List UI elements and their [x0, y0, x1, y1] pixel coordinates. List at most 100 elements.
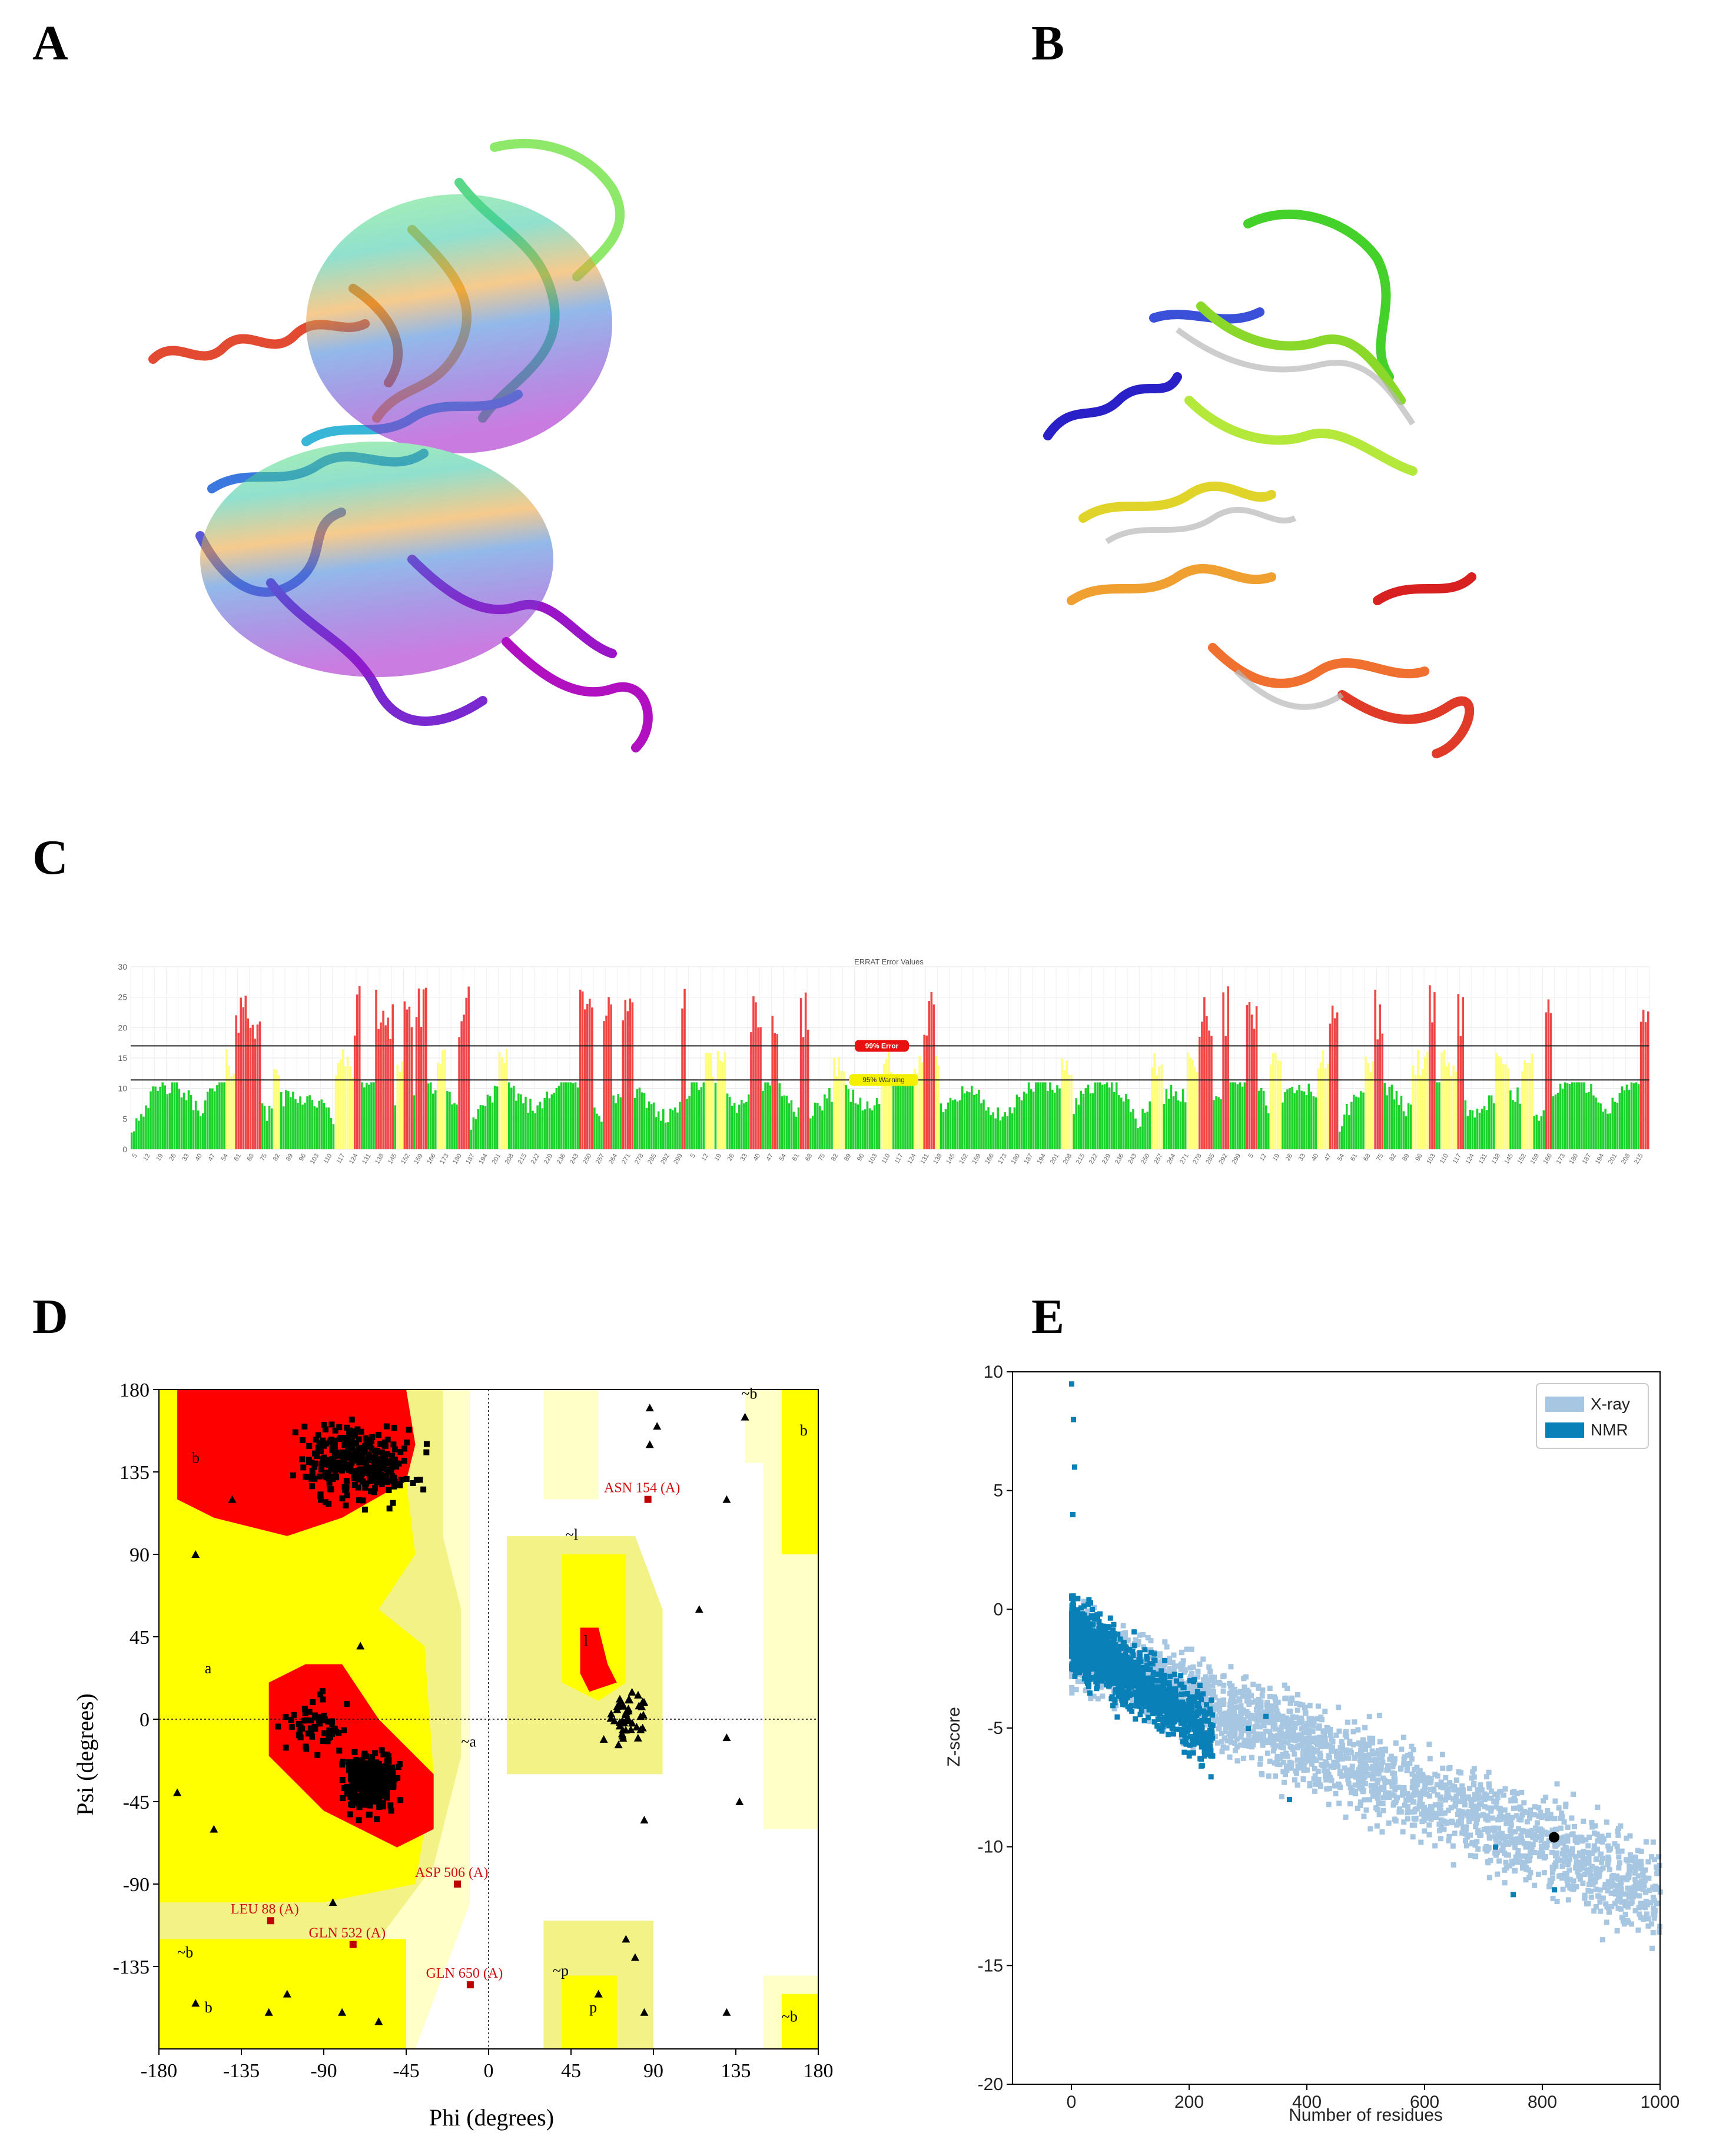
rama-glycine-point: [645, 1404, 654, 1412]
errat-bar: [370, 1082, 373, 1149]
zscore-xray-point: [1638, 1915, 1644, 1921]
zscore-xray-point: [1628, 1865, 1634, 1871]
zscore-xray-point: [1390, 1764, 1396, 1770]
errat-bar: [1156, 1075, 1159, 1149]
errat-bar: [484, 1106, 487, 1149]
errat-bar: [1346, 1103, 1348, 1149]
errat-bar: [1443, 1050, 1445, 1149]
errat-bar: [131, 1132, 133, 1149]
rama-y-tick: -90: [123, 1874, 150, 1896]
zscore-xray-point: [1170, 1678, 1176, 1684]
zscore-xray-point: [1442, 1810, 1448, 1816]
zscore-xray-point: [1528, 1843, 1533, 1849]
zscore-xray-point: [1203, 1698, 1209, 1704]
rama-outlier-label: ASN 154 (A): [604, 1481, 680, 1496]
zscore-nmr-point: [1163, 1708, 1169, 1714]
errat-bar: [728, 1096, 731, 1149]
zscore-xray-point: [1463, 1826, 1469, 1832]
zscore-xray-point: [1274, 1756, 1280, 1762]
rama-glycine-point: [638, 1698, 647, 1706]
rama-residue-point: [321, 1730, 327, 1736]
zscore-xray-point: [1418, 1839, 1424, 1845]
zscore-xray-point: [1234, 1744, 1240, 1750]
zscore-xray-point: [1511, 1805, 1516, 1811]
zscore-xray-point: [1588, 1888, 1594, 1894]
errat-x-tick: 89: [1401, 1153, 1411, 1163]
panel-label-c: C: [32, 830, 68, 885]
errat-y-tick: 15: [118, 1053, 127, 1063]
errat-bar: [1549, 1013, 1552, 1149]
zscore-xray-point: [1583, 1837, 1589, 1843]
zscore-xray-point: [1166, 1666, 1172, 1672]
errat-x-tick: 264: [1166, 1153, 1177, 1166]
rama-glycine-point: [615, 1718, 624, 1726]
errat-bar: [420, 1027, 423, 1149]
zscore-xray-point: [1310, 1729, 1316, 1735]
errat-bar: [854, 1103, 857, 1149]
errat-x-tick: 68: [804, 1153, 814, 1163]
zscore-nmr-point: [1162, 1677, 1168, 1683]
zscore-xray-point: [1323, 1777, 1329, 1783]
errat-bar: [565, 1082, 567, 1149]
zscore-xray-point: [1234, 1725, 1240, 1731]
rama-residue-point: [326, 1462, 332, 1468]
zscore-xray-point: [1456, 1769, 1462, 1775]
zscore-xray-point: [1246, 1722, 1252, 1728]
zscore-xray-point: [1100, 1693, 1106, 1699]
zscore-xray-point: [1622, 1912, 1628, 1918]
zscore-xray-point: [1527, 1812, 1533, 1818]
zscore-xray-point: [1605, 1888, 1611, 1893]
rama-residue-point: [344, 1789, 351, 1796]
zscore-xray-point: [1219, 1717, 1224, 1723]
errat-bar: [1374, 990, 1376, 1149]
rama-residue-point: [291, 1712, 297, 1718]
rama-residue-point: [349, 1443, 356, 1450]
rama-glycine-point: [191, 1550, 200, 1558]
errat-bar: [1322, 1050, 1325, 1149]
zscore-nmr-point: [1156, 1692, 1162, 1698]
zscore-xray-point: [1517, 1804, 1523, 1810]
errat-bar: [769, 1085, 771, 1149]
errat-bar: [665, 1122, 667, 1149]
zscore-xray-point: [1174, 1663, 1180, 1669]
errat-bar: [470, 1129, 472, 1149]
rama-glycine-point: [625, 1696, 634, 1704]
errat-bar: [1540, 1116, 1543, 1149]
errat-bar: [1574, 1082, 1576, 1149]
errat-x-tick: 124: [906, 1153, 918, 1166]
errat-bar: [413, 1095, 416, 1149]
errat-bar: [1412, 1065, 1415, 1149]
zscore-xray-point: [1426, 1822, 1432, 1828]
zscore-xray-point: [1309, 1755, 1315, 1761]
errat-bar: [994, 1118, 997, 1149]
zscore-xray-point: [1459, 1809, 1465, 1815]
zscore-xray-point: [1292, 1724, 1298, 1730]
zscore-xray-point: [1635, 1848, 1641, 1853]
errat-bar: [270, 1108, 273, 1149]
zscore-xray-point: [1210, 1705, 1216, 1711]
errat-bar: [795, 1116, 798, 1149]
zscore-xray-point: [1503, 1859, 1509, 1865]
errat-bar: [496, 1086, 499, 1149]
rama-glycine-point: [695, 1605, 703, 1613]
zscore-xray-point: [1410, 1792, 1416, 1798]
rama-residue-point: [423, 1441, 430, 1447]
errat-bar: [1241, 1086, 1244, 1149]
errat-bar: [1080, 1090, 1083, 1149]
rama-region-label: a: [205, 1660, 212, 1677]
zscore-xray-point: [1307, 1780, 1313, 1786]
zscore-xray-point: [1570, 1831, 1576, 1837]
rama-residue-point: [365, 1770, 371, 1776]
zscore-xray-point: [1415, 1792, 1420, 1798]
zscore-xray-point: [1408, 1752, 1413, 1757]
errat-bar: [301, 1105, 304, 1149]
zscore-xray-point: [1237, 1742, 1243, 1748]
errat-bar: [797, 1107, 800, 1149]
zscore-xray-point: [1614, 1890, 1620, 1896]
zscore-xray-point: [1526, 1815, 1532, 1821]
zscore-xray-point: [1412, 1782, 1418, 1787]
zscore-xray-point: [1569, 1815, 1575, 1821]
zscore-xray-point: [1179, 1735, 1184, 1740]
errat-x-tick: 131: [1477, 1153, 1489, 1166]
errat-bar: [899, 1083, 902, 1149]
